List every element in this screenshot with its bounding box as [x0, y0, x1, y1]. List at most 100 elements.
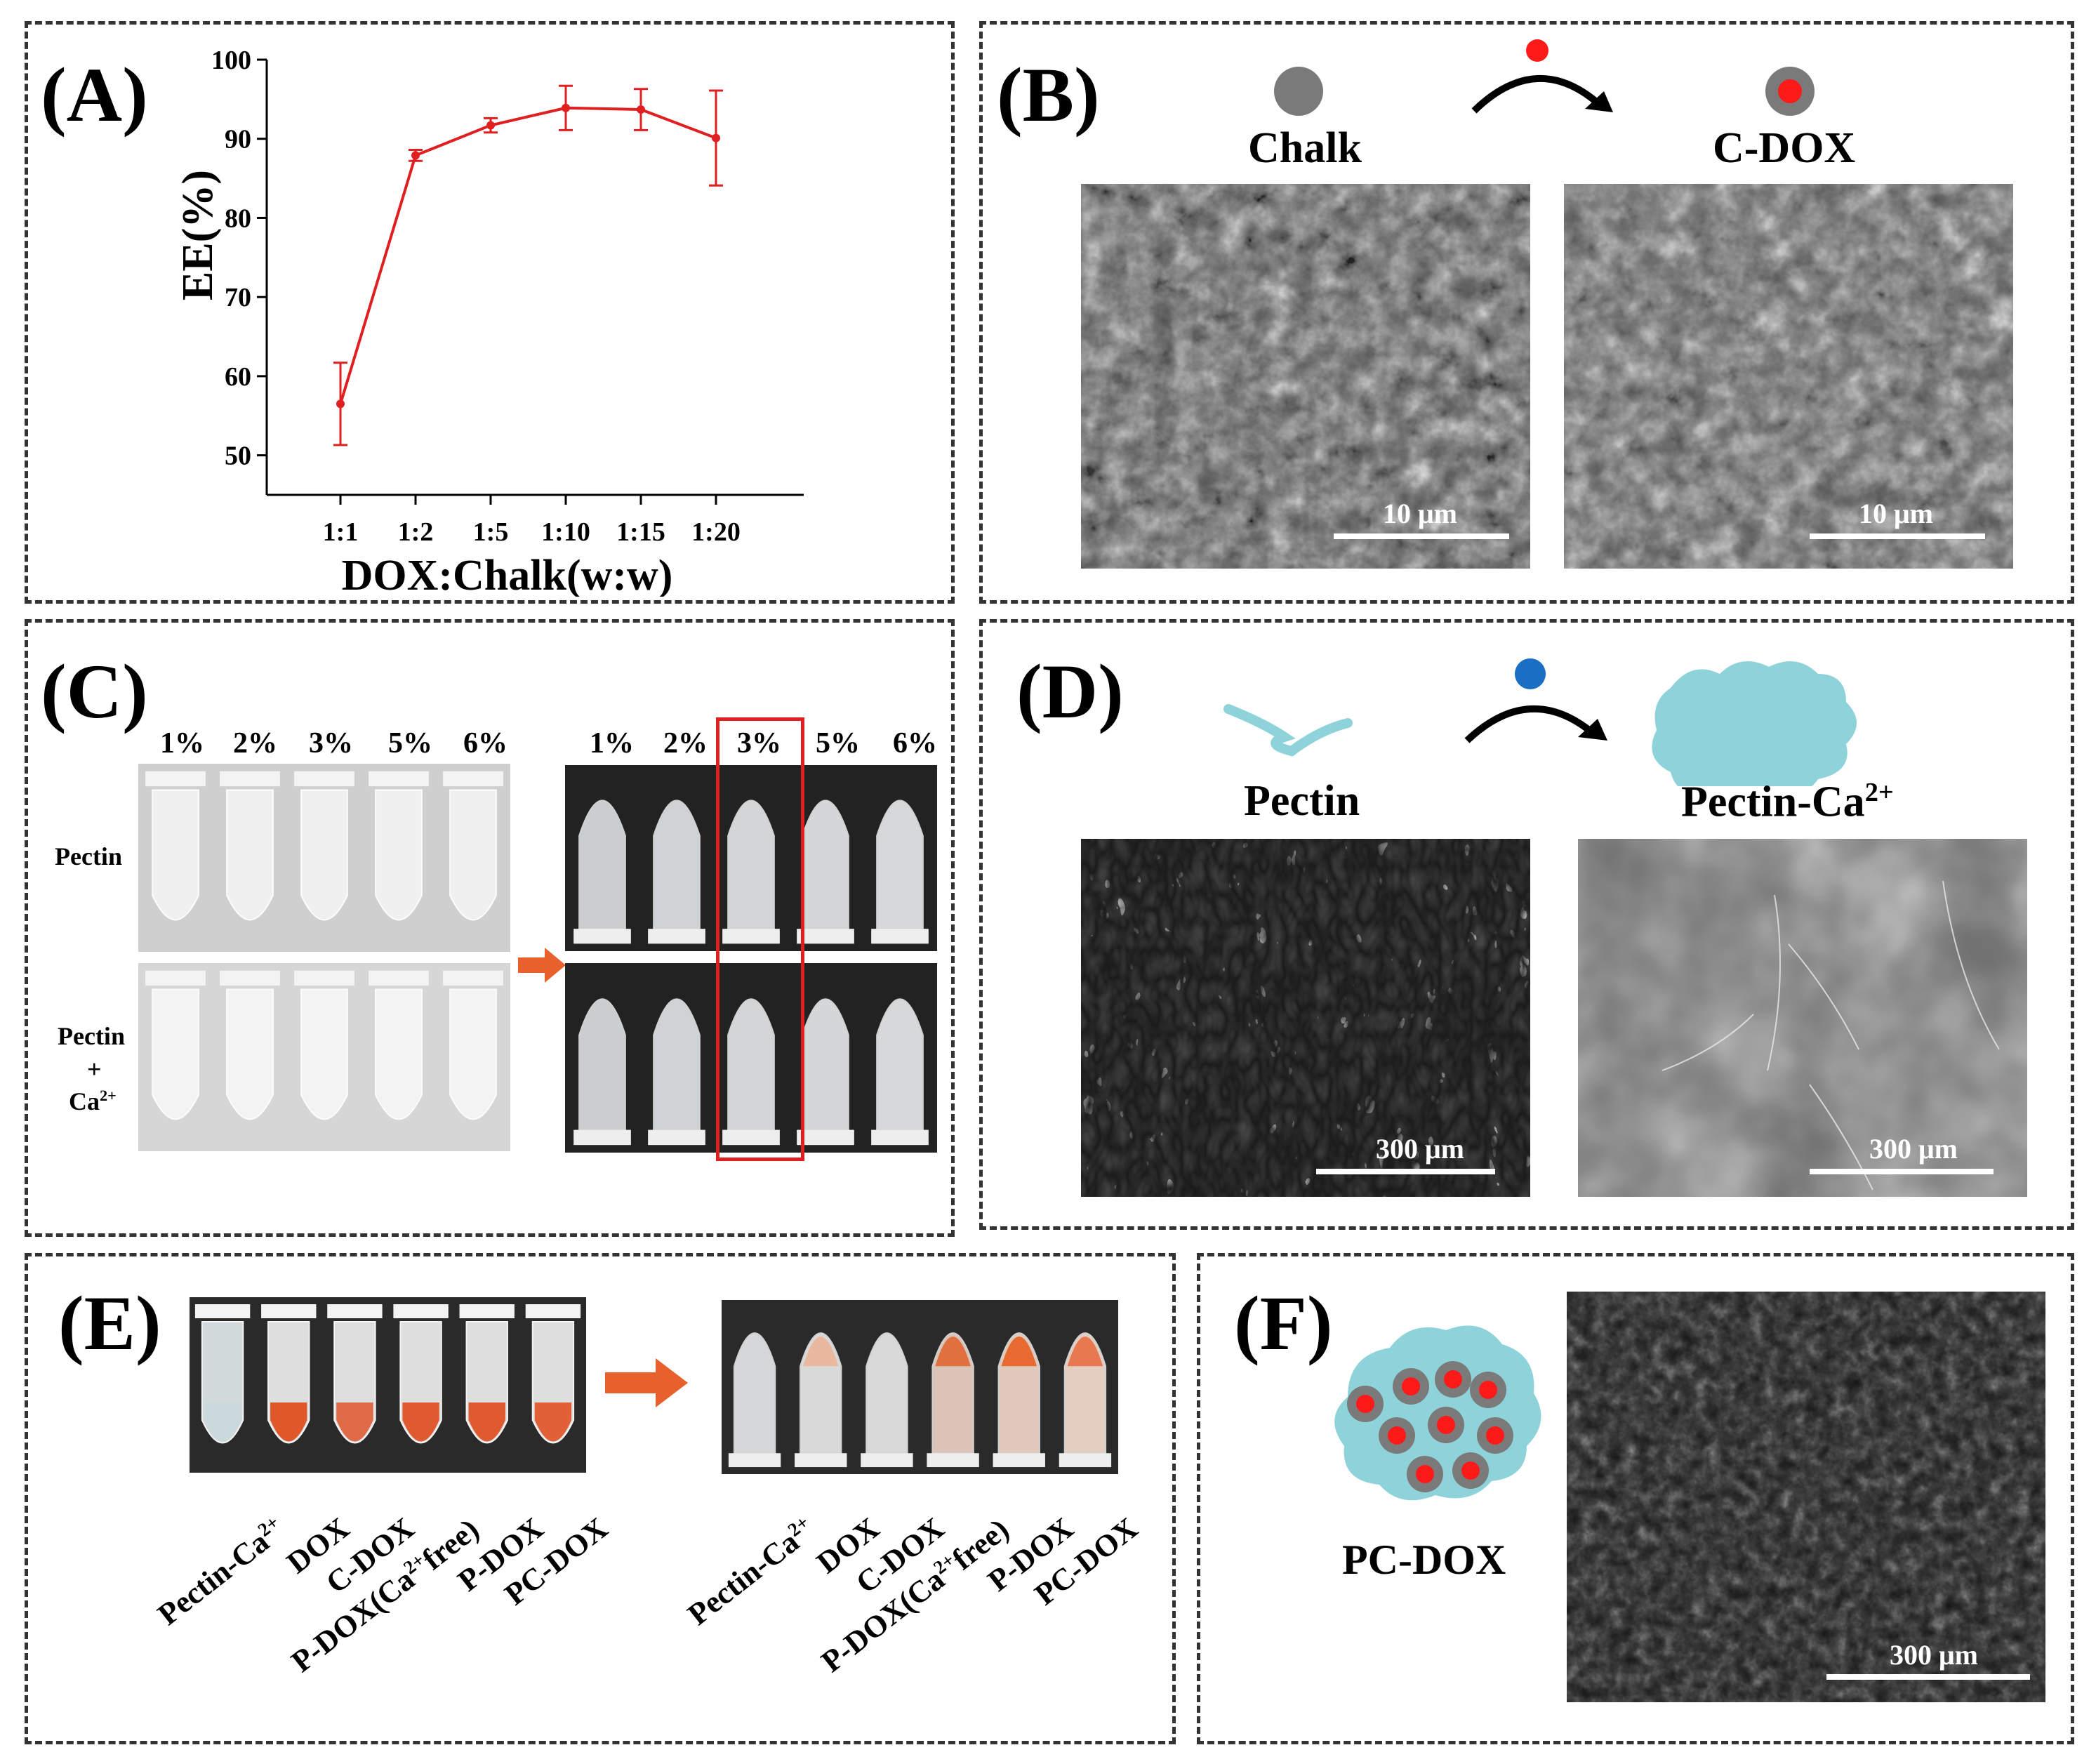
panel-d-label: (D)	[1016, 649, 1124, 734]
tube	[993, 1332, 1045, 1468]
tube	[722, 800, 780, 944]
dox-core	[1356, 1395, 1374, 1413]
row-label-pectin: Pectin	[55, 842, 122, 870]
tube	[797, 998, 854, 1146]
data-point	[486, 121, 495, 130]
tube	[145, 771, 206, 921]
data-point	[411, 151, 420, 160]
x-tick-label: 1:15	[616, 517, 665, 547]
ee-series-line	[339, 106, 717, 404]
panel-a-label: (A)	[41, 52, 148, 138]
panel-e-label: (E)	[58, 1280, 161, 1366]
concentration-label: 1%	[160, 727, 204, 760]
tube	[525, 1304, 581, 1444]
pectin-ca-scale-bar	[1810, 1169, 1994, 1174]
pc-dox-particle-icon	[1334, 1325, 1541, 1501]
panel-d	[979, 619, 2074, 1230]
pectin-gelation-schematic	[1223, 658, 1857, 786]
pc-dox-sem-image: 300 μm	[1567, 1292, 2045, 1702]
ee-line-chart: 50 60 70 80 90 100 1:1 1:2 1:5 1:10 1:15 1:20 DOX:Ch…	[174, 46, 804, 597]
x-tick-label: 1:1	[323, 517, 359, 547]
concentration-label: 6%	[463, 727, 508, 760]
chalk-scale-bar	[1334, 533, 1509, 539]
chalk-sem-image: 10 μm	[1081, 184, 1530, 569]
concentration-label: 3%	[309, 727, 353, 760]
tube	[573, 800, 631, 944]
x-tick-label: 1:5	[473, 517, 509, 547]
c-dox-scale-text: 10 μm	[1859, 498, 1933, 529]
tube	[145, 970, 206, 1120]
dox-core	[1416, 1465, 1434, 1483]
panel-b-label: (B)	[997, 52, 1100, 138]
tube	[573, 998, 631, 1146]
dox-core	[1402, 1377, 1420, 1395]
tube	[194, 1304, 251, 1444]
data-point	[336, 399, 345, 409]
tube	[327, 1304, 383, 1444]
tube	[728, 1332, 781, 1468]
tube	[927, 1332, 979, 1468]
y-tick-label: 90	[225, 125, 251, 154]
x-tick-label: 1:20	[691, 517, 741, 547]
gelation-arrow-icon	[1464, 705, 1596, 743]
pectin-tubes-before-photo	[138, 764, 510, 952]
loading-arrow-icon	[1471, 74, 1603, 114]
concentration-label: 5%	[816, 727, 860, 760]
concentration-label: 5%	[388, 727, 432, 760]
chalk-dox-schematic	[1274, 39, 1815, 116]
tube	[648, 998, 705, 1146]
tube	[369, 970, 429, 1120]
c-dox-title: C-DOX	[1713, 124, 1856, 172]
pc-dox-scale-bar	[1826, 1674, 2030, 1680]
tube	[871, 998, 929, 1146]
pc-dox-title: PC-DOX	[1342, 1537, 1506, 1583]
dox-molecule-icon	[1526, 39, 1548, 62]
row-label-pectin-ca-2: +	[87, 1055, 102, 1083]
concentration-label: 6%	[893, 727, 937, 760]
row-label-pectin-ca-3: Ca2+	[69, 1087, 117, 1115]
row-label-pectin-ca-1: Pectin	[58, 1022, 125, 1050]
tube	[443, 771, 503, 921]
chalk-title: Chalk	[1248, 124, 1362, 172]
tube	[393, 1304, 449, 1444]
tube	[871, 800, 929, 944]
pectin-ca-sem-image: 300 μm	[1578, 839, 2027, 1197]
pectin-scale-bar	[1316, 1169, 1495, 1174]
dox-core	[1486, 1426, 1504, 1445]
concentration-label: 3%	[737, 727, 781, 760]
c-dox-sem-image: 10 μm	[1564, 184, 2013, 569]
tube	[443, 970, 503, 1120]
concentration-label: 1%	[590, 727, 634, 760]
highlight-3-percent-box	[716, 717, 804, 1161]
concentration-label: 2%	[663, 727, 708, 760]
samples-after-photo	[722, 1300, 1118, 1474]
x-axis-label: DOX:Chalk(w:w)	[342, 552, 673, 597]
pectin-tubes-after-photo	[565, 765, 937, 951]
dox-core	[1479, 1381, 1497, 1399]
panel-c	[25, 619, 955, 1237]
chalk-particle-icon	[1274, 67, 1323, 116]
pectin-ca-gel-icon	[1652, 661, 1857, 786]
tube	[795, 1332, 847, 1468]
data-point	[712, 133, 720, 142]
pectin-ca-tubes-after-photo	[565, 963, 937, 1153]
data-point	[637, 105, 645, 114]
dox-core	[1388, 1426, 1406, 1445]
panel-e	[25, 1253, 1176, 1744]
samples-transition-arrow-icon	[605, 1358, 688, 1407]
tube	[648, 800, 705, 944]
tube	[459, 1304, 515, 1444]
tube	[861, 1332, 913, 1468]
pectin-ca-tubes-before-photo	[138, 963, 510, 1151]
pc-dox-scale-text: 300 μm	[1890, 1639, 1978, 1671]
concentration-label: 2%	[233, 727, 277, 760]
x-tick-label: 1:10	[541, 517, 590, 547]
tube	[369, 771, 429, 921]
tube	[294, 771, 354, 921]
c-dox-scale-bar	[1810, 533, 1985, 539]
calcium-ion-icon	[1515, 658, 1546, 689]
tube	[220, 771, 280, 921]
y-tick-label: 70	[225, 283, 251, 312]
y-tick-label: 50	[225, 442, 251, 471]
